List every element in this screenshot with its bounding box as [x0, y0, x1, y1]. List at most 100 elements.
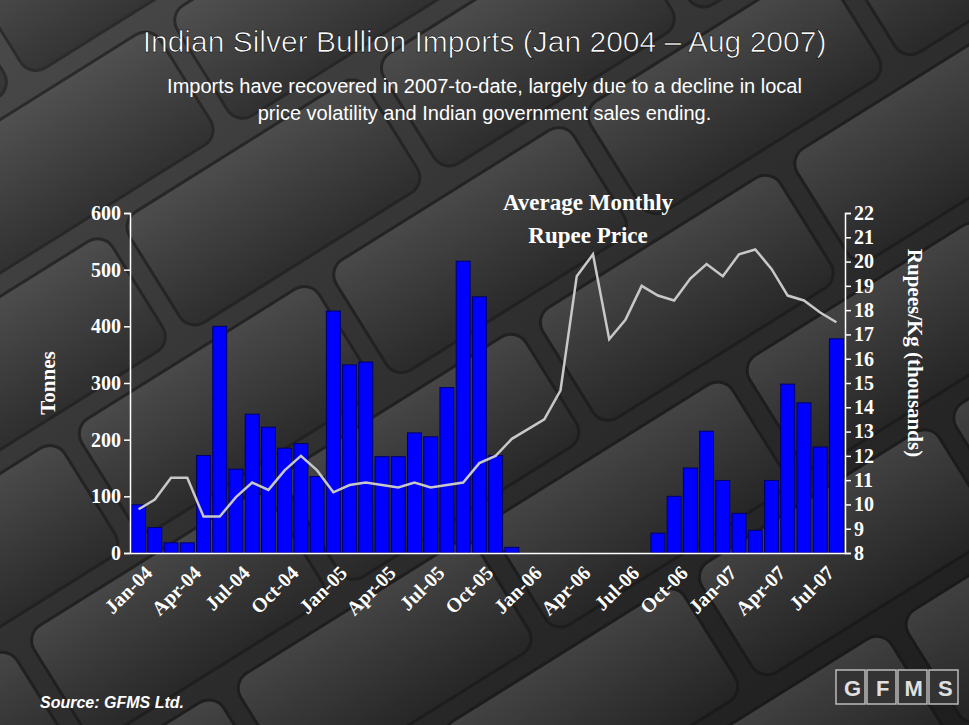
annotation: Rupee Price	[528, 223, 647, 248]
tick-label: 19	[854, 275, 874, 297]
tick: 400	[91, 315, 130, 337]
y-axis: 0100200300400500600	[91, 202, 131, 564]
bar	[472, 297, 486, 553]
tick: 17	[845, 323, 874, 345]
tick-label: Oct-05	[441, 561, 497, 617]
tick-mark	[845, 431, 851, 433]
tick: Apr-07	[731, 553, 790, 620]
tick: 22	[845, 202, 874, 224]
tick-label: Oct-04	[246, 561, 302, 617]
tick: 10	[845, 493, 874, 515]
tick: Jan-05	[295, 553, 351, 618]
tick: Jan-07	[684, 553, 740, 618]
bar	[424, 437, 438, 553]
tick-mark	[845, 286, 851, 288]
bar	[505, 547, 519, 553]
annotation: Average Monthly	[503, 190, 674, 215]
tick-label: Jul-05	[395, 561, 448, 614]
tick: Jan-04	[100, 553, 156, 618]
bar	[229, 469, 243, 553]
bar	[651, 533, 665, 553]
tick: Oct-05	[441, 553, 497, 618]
tick-label: Jan-07	[684, 561, 740, 617]
axis-line	[124, 214, 131, 554]
tick: Apr-05	[342, 553, 401, 620]
tick-label: 13	[854, 420, 874, 442]
tick-mark	[124, 213, 130, 215]
tick-label: 18	[854, 299, 874, 321]
tick-label: Oct-06	[636, 561, 692, 617]
tick: 300	[91, 372, 130, 394]
tick-mark	[124, 496, 130, 498]
x-axis: Jan-04Apr-04Jul-04Oct-04Jan-05Apr-05Jul-…	[100, 553, 845, 620]
tick: 16	[845, 348, 874, 370]
tick-mark	[845, 480, 851, 482]
tick-label: 21	[854, 226, 874, 248]
tick: 12	[845, 445, 874, 467]
bar	[489, 456, 503, 553]
tick: 9	[845, 518, 864, 540]
ingot	[947, 264, 969, 523]
bars	[132, 261, 844, 553]
tick: 0	[111, 542, 130, 564]
tick-label: 300	[91, 372, 121, 394]
bar	[797, 403, 811, 553]
plot-marks	[132, 249, 844, 553]
tick-mark	[124, 269, 130, 271]
bar	[180, 543, 194, 553]
tick: 18	[845, 299, 874, 321]
bar	[213, 326, 227, 553]
tick-label: 100	[91, 485, 121, 507]
tick: 11	[845, 469, 873, 491]
tick-label: 16	[854, 348, 874, 370]
chart: Indian Silver Bullion Imports (Jan 2004 …	[0, 0, 969, 725]
tick-mark	[845, 456, 851, 458]
ingot	[836, 0, 969, 61]
tick-label: Apr-04	[147, 561, 206, 620]
tick-mark	[845, 237, 851, 239]
tick: Jul-06	[590, 553, 643, 615]
bar	[732, 513, 746, 553]
axis-line	[131, 553, 846, 555]
tick-label: Apr-07	[731, 561, 790, 620]
tick: Apr-06	[536, 553, 595, 620]
tick-label: Apr-06	[536, 561, 595, 620]
tick: 13	[845, 420, 874, 442]
tick: Jan-06	[490, 553, 546, 618]
tick-mark	[845, 358, 851, 360]
bar	[391, 457, 405, 553]
tick-label: 9	[854, 518, 864, 540]
bar	[813, 447, 827, 553]
tick: 21	[845, 226, 874, 248]
y2-axis-title: Rupees/Kg (thousands)	[903, 249, 927, 457]
tick-label: Apr-05	[342, 561, 401, 620]
bar	[164, 543, 178, 553]
tick-label: 12	[854, 445, 874, 467]
tick: 20	[845, 250, 874, 272]
bar	[700, 431, 714, 553]
tick-mark	[845, 528, 851, 530]
bar	[765, 480, 779, 553]
tick-label: 15	[854, 372, 874, 394]
tick: 15	[845, 372, 874, 394]
tick-label: 500	[91, 259, 121, 281]
tick-mark	[124, 553, 130, 555]
tick-label: 200	[91, 429, 121, 451]
tick-label: 400	[91, 315, 121, 337]
bar	[375, 457, 389, 553]
price-line	[139, 249, 837, 516]
tick-mark	[845, 261, 851, 263]
tick-label: 17	[854, 323, 874, 345]
logo-text: GFMS	[844, 676, 968, 701]
bar	[748, 530, 762, 553]
tick: Oct-06	[636, 553, 692, 618]
title: Indian Silver Bullion Imports (Jan 2004 …	[143, 25, 827, 58]
bar	[829, 339, 843, 553]
bar	[407, 433, 421, 553]
tick-label: Jul-06	[590, 561, 643, 614]
bar	[148, 528, 162, 554]
tick: Jul-07	[785, 553, 838, 615]
tick-label: 11	[854, 469, 873, 491]
tick: Apr-04	[147, 553, 206, 620]
bar	[310, 477, 324, 554]
